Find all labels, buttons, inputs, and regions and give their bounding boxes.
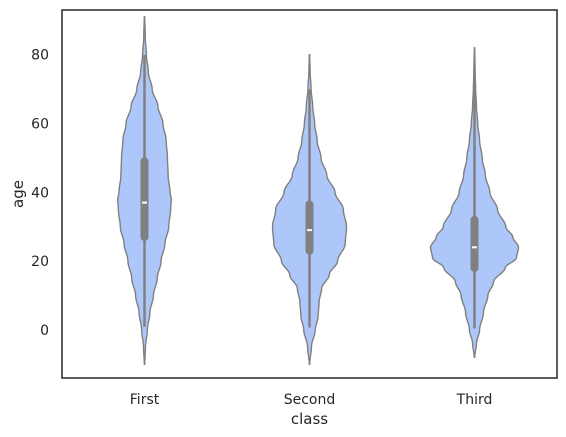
y-axis-ticks: 0 20 40 60 80 — [31, 48, 49, 339]
y-tick-label: 0 — [40, 323, 49, 339]
y-tick-label: 60 — [31, 116, 49, 132]
x-tick-label-third: Third — [456, 392, 493, 408]
x-tick-label-first: First — [130, 392, 160, 408]
y-tick-label: 80 — [31, 48, 49, 64]
plot-frame — [61, 9, 558, 379]
y-tick-label: 20 — [31, 254, 49, 270]
x-axis-ticks: First Second Third — [130, 392, 493, 408]
x-tick-label-second: Second — [284, 392, 336, 408]
x-axis-label: class — [291, 410, 328, 428]
violins-layer — [117, 16, 520, 365]
y-axis-label: age — [9, 180, 27, 208]
y-tick-label: 40 — [31, 185, 49, 201]
